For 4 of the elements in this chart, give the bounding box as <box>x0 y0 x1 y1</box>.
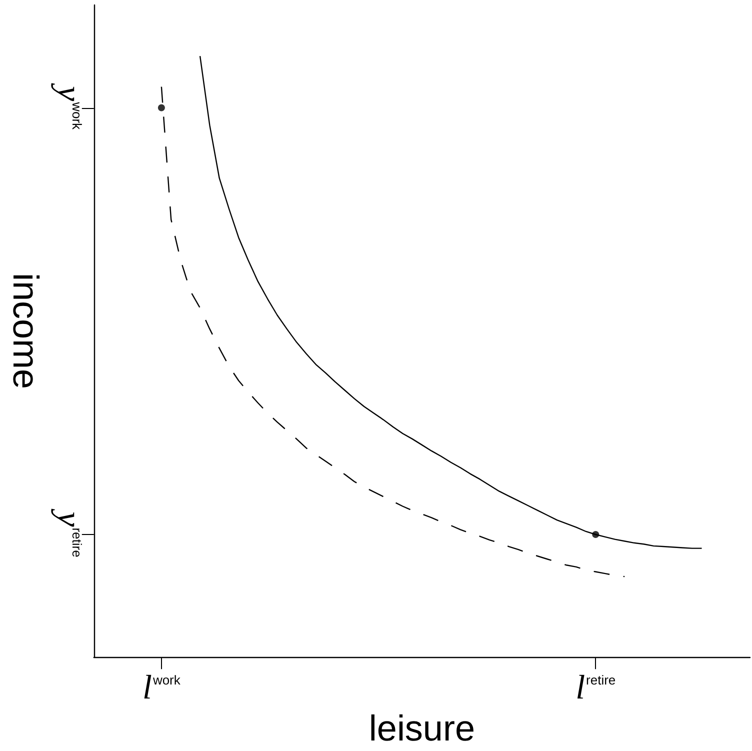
x-axis-title: leisure <box>368 708 475 748</box>
text: yretire <box>50 508 88 558</box>
y-axis-title: income <box>6 273 46 390</box>
text: ywork <box>50 83 88 130</box>
